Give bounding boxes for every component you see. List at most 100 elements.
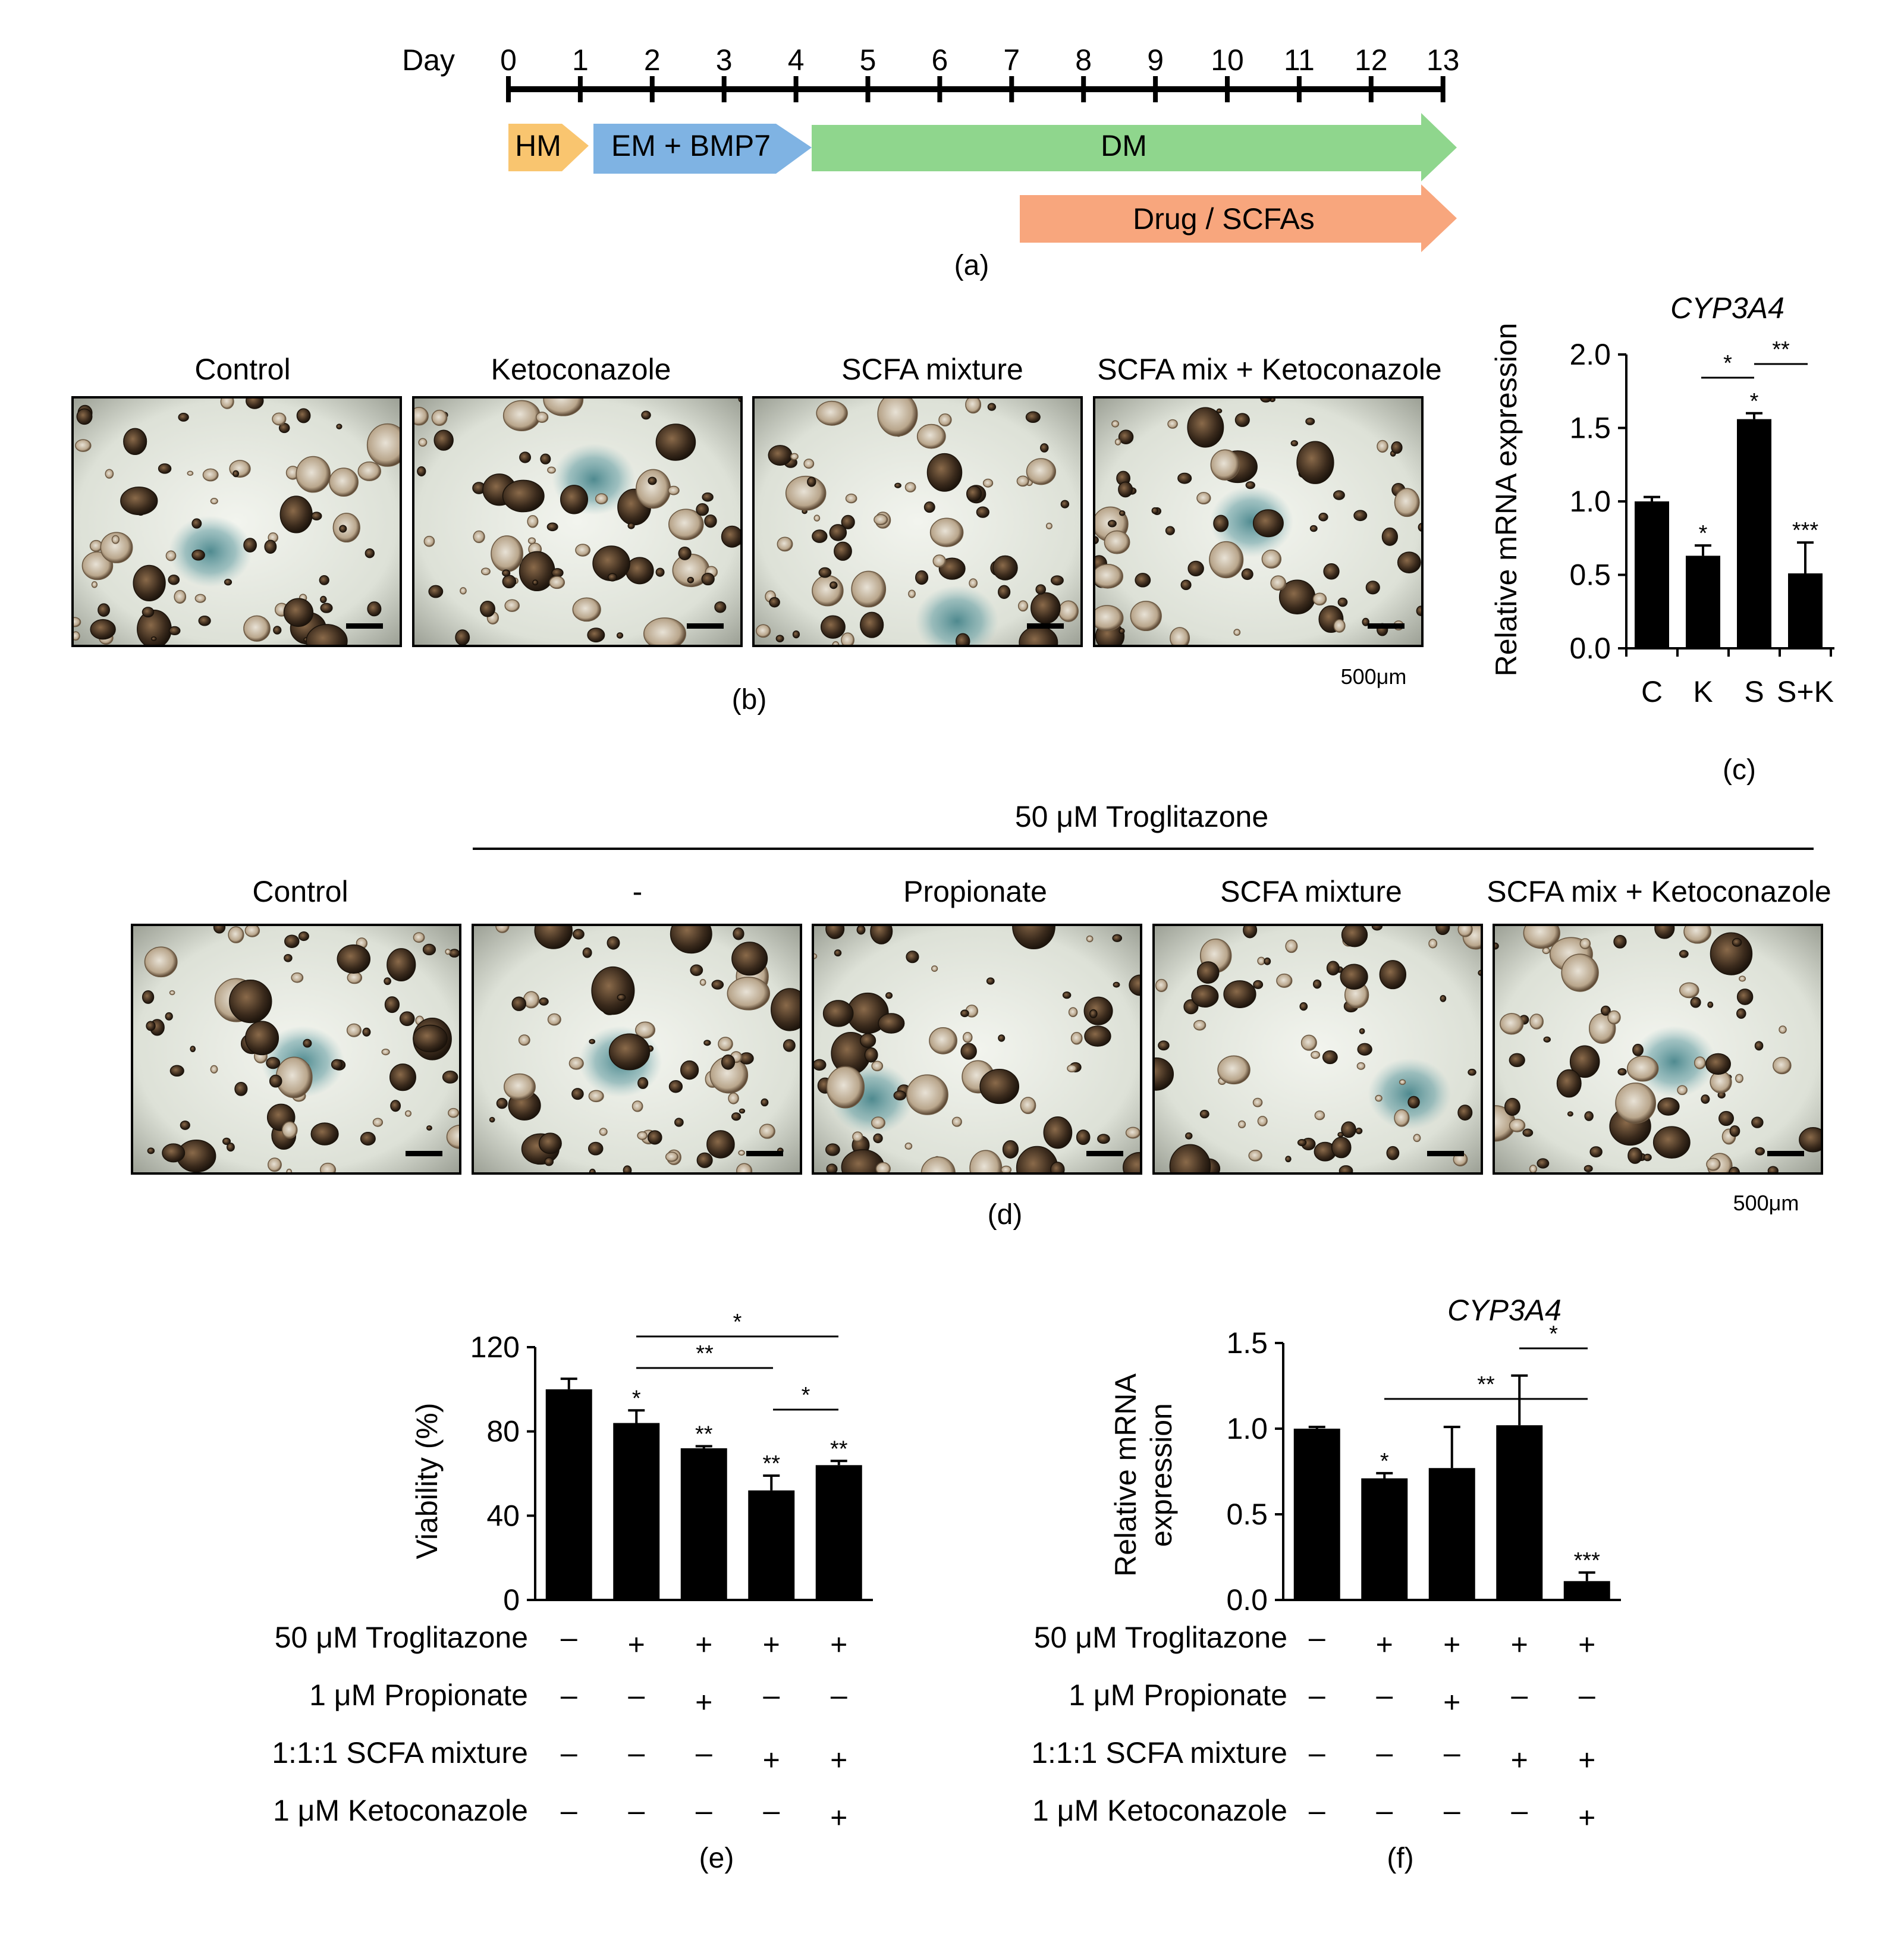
micrograph-frame: [1493, 924, 1823, 1175]
organoid: [560, 485, 589, 514]
organoid: [627, 522, 635, 529]
organoid: [381, 1049, 390, 1056]
organoid: [1337, 597, 1348, 607]
organoid: [588, 1090, 604, 1103]
organoid: [1428, 939, 1438, 949]
organoid: [607, 936, 620, 950]
organoid: [829, 524, 847, 541]
organoid: [1394, 488, 1420, 517]
organoid: [572, 928, 585, 940]
organoid: [982, 478, 994, 488]
comparison-mark: **: [1772, 337, 1790, 362]
organoid: [998, 1034, 1006, 1042]
organoid: [245, 1021, 279, 1056]
organoid: [987, 403, 997, 411]
organoid: [1210, 449, 1240, 481]
stage-arrow-dm: [812, 113, 1457, 181]
organoid: [647, 1130, 662, 1145]
organoid: [979, 1068, 1020, 1105]
organoid: [1167, 419, 1178, 429]
micrograph-image: [473, 925, 801, 1173]
organoid: [1043, 1116, 1073, 1149]
organoid: [1196, 961, 1220, 984]
organoid: [535, 412, 549, 423]
condition-label: 1 μM Propionate: [1069, 1678, 1287, 1712]
micrograph-image: [132, 925, 460, 1173]
micrograph-b-control: [71, 396, 402, 647]
organoid: [1353, 510, 1368, 522]
micrograph-frame: [752, 396, 1083, 647]
organoid: [169, 1065, 184, 1077]
organoid: [347, 971, 363, 984]
organoid: [1543, 1036, 1551, 1043]
organoid: [1285, 1156, 1292, 1163]
organoid: [162, 1143, 186, 1163]
organoid: [174, 589, 187, 604]
condition-mark: –: [628, 1678, 645, 1712]
organoid: [320, 595, 327, 604]
organoid: [1584, 1111, 1594, 1121]
condition-mark: +: [1578, 1801, 1595, 1834]
condition-mark: +: [695, 1628, 712, 1661]
organoid: [360, 1132, 376, 1146]
organoid: [636, 469, 671, 509]
organoid: [81, 551, 114, 581]
organoid: [687, 576, 695, 583]
organoid: [433, 429, 454, 451]
micrograph-d-propionate: [812, 924, 1142, 1175]
scale-bar: [746, 1151, 783, 1156]
organoid: [826, 1163, 838, 1173]
organoid: [587, 1141, 604, 1156]
scale-bar: [687, 623, 724, 629]
organoid: [1333, 490, 1345, 500]
matrigel-stain: [1368, 1058, 1451, 1130]
micrograph-frame: [71, 396, 402, 647]
organoid: [1705, 1053, 1731, 1075]
organoid: [1270, 575, 1286, 591]
organoid: [813, 1059, 827, 1071]
organoid: [1407, 1096, 1420, 1109]
organoid: [969, 578, 978, 588]
organoid: [1264, 957, 1271, 965]
organoid: [1252, 1097, 1263, 1107]
organoid: [367, 601, 382, 617]
organoid: [969, 1150, 1003, 1173]
organoid: [822, 1000, 854, 1027]
organoid: [319, 1162, 337, 1173]
bar: [680, 1448, 727, 1600]
condition-mark: –: [561, 1678, 577, 1712]
organoid: [228, 926, 244, 943]
y-tick-label: 0: [503, 1583, 520, 1617]
organoid: [1248, 1150, 1262, 1162]
organoid: [91, 581, 98, 588]
stage-label-em: EM + BMP7: [611, 129, 771, 162]
organoid: [803, 459, 815, 469]
organoid: [413, 407, 429, 426]
organoid: [1123, 1151, 1141, 1173]
organoid: [1615, 1082, 1657, 1124]
category-label: C: [1641, 675, 1663, 708]
organoid: [1326, 961, 1340, 976]
organoid: [504, 599, 520, 612]
organoid: [1305, 418, 1315, 425]
organoid: [1694, 1056, 1706, 1069]
organoid: [703, 1040, 711, 1046]
organoid: [220, 397, 234, 409]
organoid: [696, 503, 709, 516]
organoid: [539, 997, 549, 1006]
day-tick-label: 13: [1427, 43, 1460, 77]
condition-mark: –: [696, 1794, 712, 1827]
organoid: [904, 1142, 913, 1150]
organoid: [1657, 1097, 1680, 1116]
organoid: [769, 597, 780, 608]
organoid: [168, 626, 181, 636]
organoid: [951, 1116, 962, 1127]
stage-label-dm: DM: [1101, 129, 1147, 162]
day-tick-label: 11: [1284, 43, 1315, 77]
organoid: [826, 1066, 865, 1109]
organoid: [279, 495, 313, 534]
organoid: [923, 501, 935, 513]
day-tick-label: 6: [931, 43, 948, 77]
organoid: [123, 428, 147, 456]
scale-bar: [1368, 623, 1405, 629]
